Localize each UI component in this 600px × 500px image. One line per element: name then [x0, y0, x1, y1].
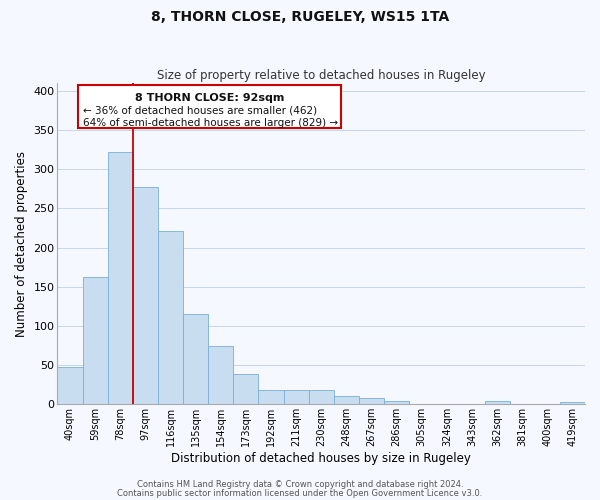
- Text: 8 THORN CLOSE: 92sqm: 8 THORN CLOSE: 92sqm: [135, 92, 284, 102]
- Bar: [133, 186, 158, 404]
- Bar: [334, 396, 359, 404]
- X-axis label: Distribution of detached houses by size in Rugeley: Distribution of detached houses by size …: [171, 452, 471, 465]
- Text: 64% of semi-detached houses are larger (829) →: 64% of semi-detached houses are larger (…: [83, 118, 338, 128]
- Bar: [308, 390, 334, 404]
- Bar: [77, 84, 341, 128]
- Y-axis label: Number of detached properties: Number of detached properties: [15, 150, 28, 336]
- Bar: [259, 390, 284, 404]
- Text: 8, THORN CLOSE, RUGELEY, WS15 1TA: 8, THORN CLOSE, RUGELEY, WS15 1TA: [151, 10, 449, 24]
- Title: Size of property relative to detached houses in Rugeley: Size of property relative to detached ho…: [157, 69, 485, 82]
- Bar: [83, 276, 108, 404]
- Bar: [384, 401, 409, 404]
- Bar: [233, 374, 259, 404]
- Bar: [158, 231, 183, 404]
- Bar: [485, 401, 509, 404]
- Bar: [560, 402, 585, 404]
- Bar: [58, 368, 83, 405]
- Bar: [208, 346, 233, 405]
- Bar: [284, 390, 308, 404]
- Text: ← 36% of detached houses are smaller (462): ← 36% of detached houses are smaller (46…: [83, 106, 317, 116]
- Bar: [359, 398, 384, 404]
- Bar: [108, 152, 133, 405]
- Text: Contains HM Land Registry data © Crown copyright and database right 2024.: Contains HM Land Registry data © Crown c…: [137, 480, 463, 489]
- Bar: [183, 314, 208, 404]
- Text: Contains public sector information licensed under the Open Government Licence v3: Contains public sector information licen…: [118, 488, 482, 498]
